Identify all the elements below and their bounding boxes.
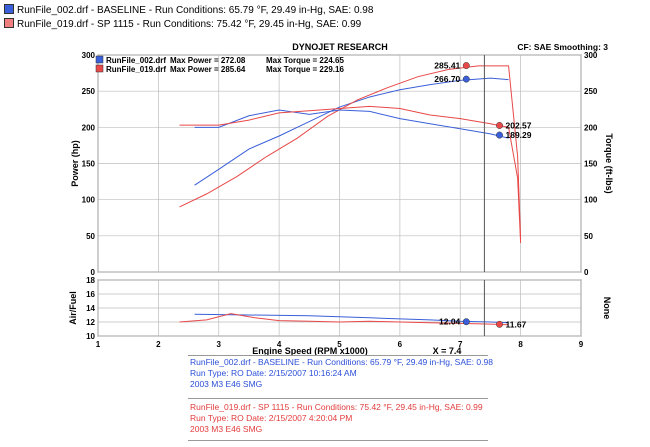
legend-power-0: Max Power = 272.08 xyxy=(170,56,246,65)
afr-marker-label-0: 12.04 xyxy=(439,317,461,327)
chart-title: DYNOJET RESEARCH xyxy=(292,42,388,52)
afr-ytick-left: 14 xyxy=(86,304,95,313)
legend-power-1: Max Power = 285.64 xyxy=(170,65,246,74)
afr-marker-label-1: 11.67 xyxy=(505,319,526,329)
x-tick-label: 9 xyxy=(579,340,584,349)
y-axis-label-left: Power (hp) xyxy=(70,140,80,187)
x-tick-label: 5 xyxy=(337,340,342,349)
air-fuel-plot: 10 12 14 16 18 12.04 11.67 xyxy=(86,276,582,341)
legend-torque-0: Max Torque = 224.65 xyxy=(266,56,344,65)
afr-axis-label-left: Air/Fuel xyxy=(68,291,78,325)
cursor-label: X = 7.4 xyxy=(433,346,462,356)
main-ytick-right: 250 xyxy=(584,87,598,96)
legend-torque-1: Max Torque = 229.16 xyxy=(266,65,344,74)
header-run-1-text: RunFile_002.drf - BASELINE - Run Conditi… xyxy=(17,5,374,16)
legend-run-0: RunFile_002.drf xyxy=(106,56,166,65)
header-run-2-text: RunFile_019.drf - SP 1115 - Run Conditio… xyxy=(17,19,362,30)
x-tick-label: 1 xyxy=(96,340,101,349)
x-axis-label: Engine Speed (RPM x1000) xyxy=(252,346,368,356)
footer-divider-mid xyxy=(188,398,488,399)
footer-red-line-2: Run Type: RO Date: 2/15/2007 4:20:04 PM xyxy=(190,413,353,423)
main-marker-label-1: 266.70 xyxy=(434,74,460,84)
x-tick-label: 2 xyxy=(156,340,161,349)
chart-note: CF: SAE Smoothing: 3 xyxy=(517,42,608,52)
main-ytick-left: 150 xyxy=(82,160,96,169)
main-ytick-right: 0 xyxy=(584,268,589,277)
footer-blue-line-2: Run Type: RO Date: 2/15/2007 10:16:24 AM xyxy=(190,368,357,378)
power-torque-plot: 0 0 50 50 100 100 150 150 200 200 250 250 300 300 285.… xyxy=(82,51,598,277)
footer-red-line-3: 2003 M3 E46 SMG xyxy=(190,424,263,434)
afr-ytick-left: 12 xyxy=(86,318,95,327)
main-ytick-right: 300 xyxy=(584,51,598,60)
header-run-1: RunFile_002.drf - BASELINE - Run Conditi… xyxy=(4,4,373,17)
x-tick-label: 4 xyxy=(277,340,282,349)
footer-blue-line-3: 2003 M3 E46 SMG xyxy=(190,379,263,389)
main-ytick-left: 0 xyxy=(91,268,96,277)
main-ytick-left: 200 xyxy=(82,123,96,132)
run-2-swatch xyxy=(4,18,14,28)
afr-marker-1 xyxy=(496,320,503,328)
afr-series-line-0 xyxy=(194,313,509,324)
main-ytick-left: 250 xyxy=(82,87,96,96)
main-ytick-right: 200 xyxy=(584,123,598,132)
legend-run-1: RunFile_019.drf xyxy=(106,65,166,74)
main-ytick-left: 100 xyxy=(82,196,96,205)
x-tick-label: 6 xyxy=(398,340,403,349)
footer-divider-bottom xyxy=(188,440,488,441)
main-marker-label-3: 189.29 xyxy=(505,130,531,140)
main-series-line-3 xyxy=(179,105,522,244)
afr-marker-0 xyxy=(462,318,470,326)
afr-series-line-1 xyxy=(179,313,509,326)
afr-ytick-left: 10 xyxy=(86,332,95,341)
header-run-2: RunFile_019.drf - SP 1115 - Run Conditio… xyxy=(4,18,361,31)
afr-ytick-left: 18 xyxy=(86,276,95,285)
main-marker-2 xyxy=(496,122,503,129)
legend-swatch-0 xyxy=(95,55,104,64)
main-ytick-left: 300 xyxy=(82,51,96,60)
afr-axis-label-right: None xyxy=(602,297,612,320)
main-marker-label-0: 285.41 xyxy=(434,61,460,71)
main-series-line-1 xyxy=(179,65,522,240)
main-ytick-right: 150 xyxy=(584,160,598,169)
legend-swatch-1 xyxy=(95,64,104,73)
main-marker-label-2: 202.57 xyxy=(505,120,531,130)
main-ytick-left: 50 xyxy=(86,232,95,241)
footer-red-line-1: RunFile_019.drf - SP 1115 - Run Conditio… xyxy=(190,402,483,412)
x-tick-label: 8 xyxy=(518,340,523,349)
main-series-line-2 xyxy=(194,109,509,139)
footer-blue-line-1: RunFile_002.drf - BASELINE - Run Conditi… xyxy=(190,357,493,367)
run-1-swatch xyxy=(4,4,14,14)
y-axis-label-right: Torque (ft-lbs) xyxy=(604,133,614,193)
x-tick-label: 7 xyxy=(458,340,463,349)
main-marker-0 xyxy=(462,62,470,70)
afr-ytick-left: 16 xyxy=(86,290,95,299)
x-tick-label: 3 xyxy=(217,340,222,349)
main-marker-1 xyxy=(462,75,470,83)
main-ytick-right: 50 xyxy=(584,232,593,241)
main-ytick-right: 100 xyxy=(584,196,598,205)
main-marker-3 xyxy=(496,131,503,139)
footer-divider-top xyxy=(188,355,488,356)
chart-labels: DYNOJET RESEARCH CF: SAE Smoothing: 3 RunF… xyxy=(68,42,614,356)
